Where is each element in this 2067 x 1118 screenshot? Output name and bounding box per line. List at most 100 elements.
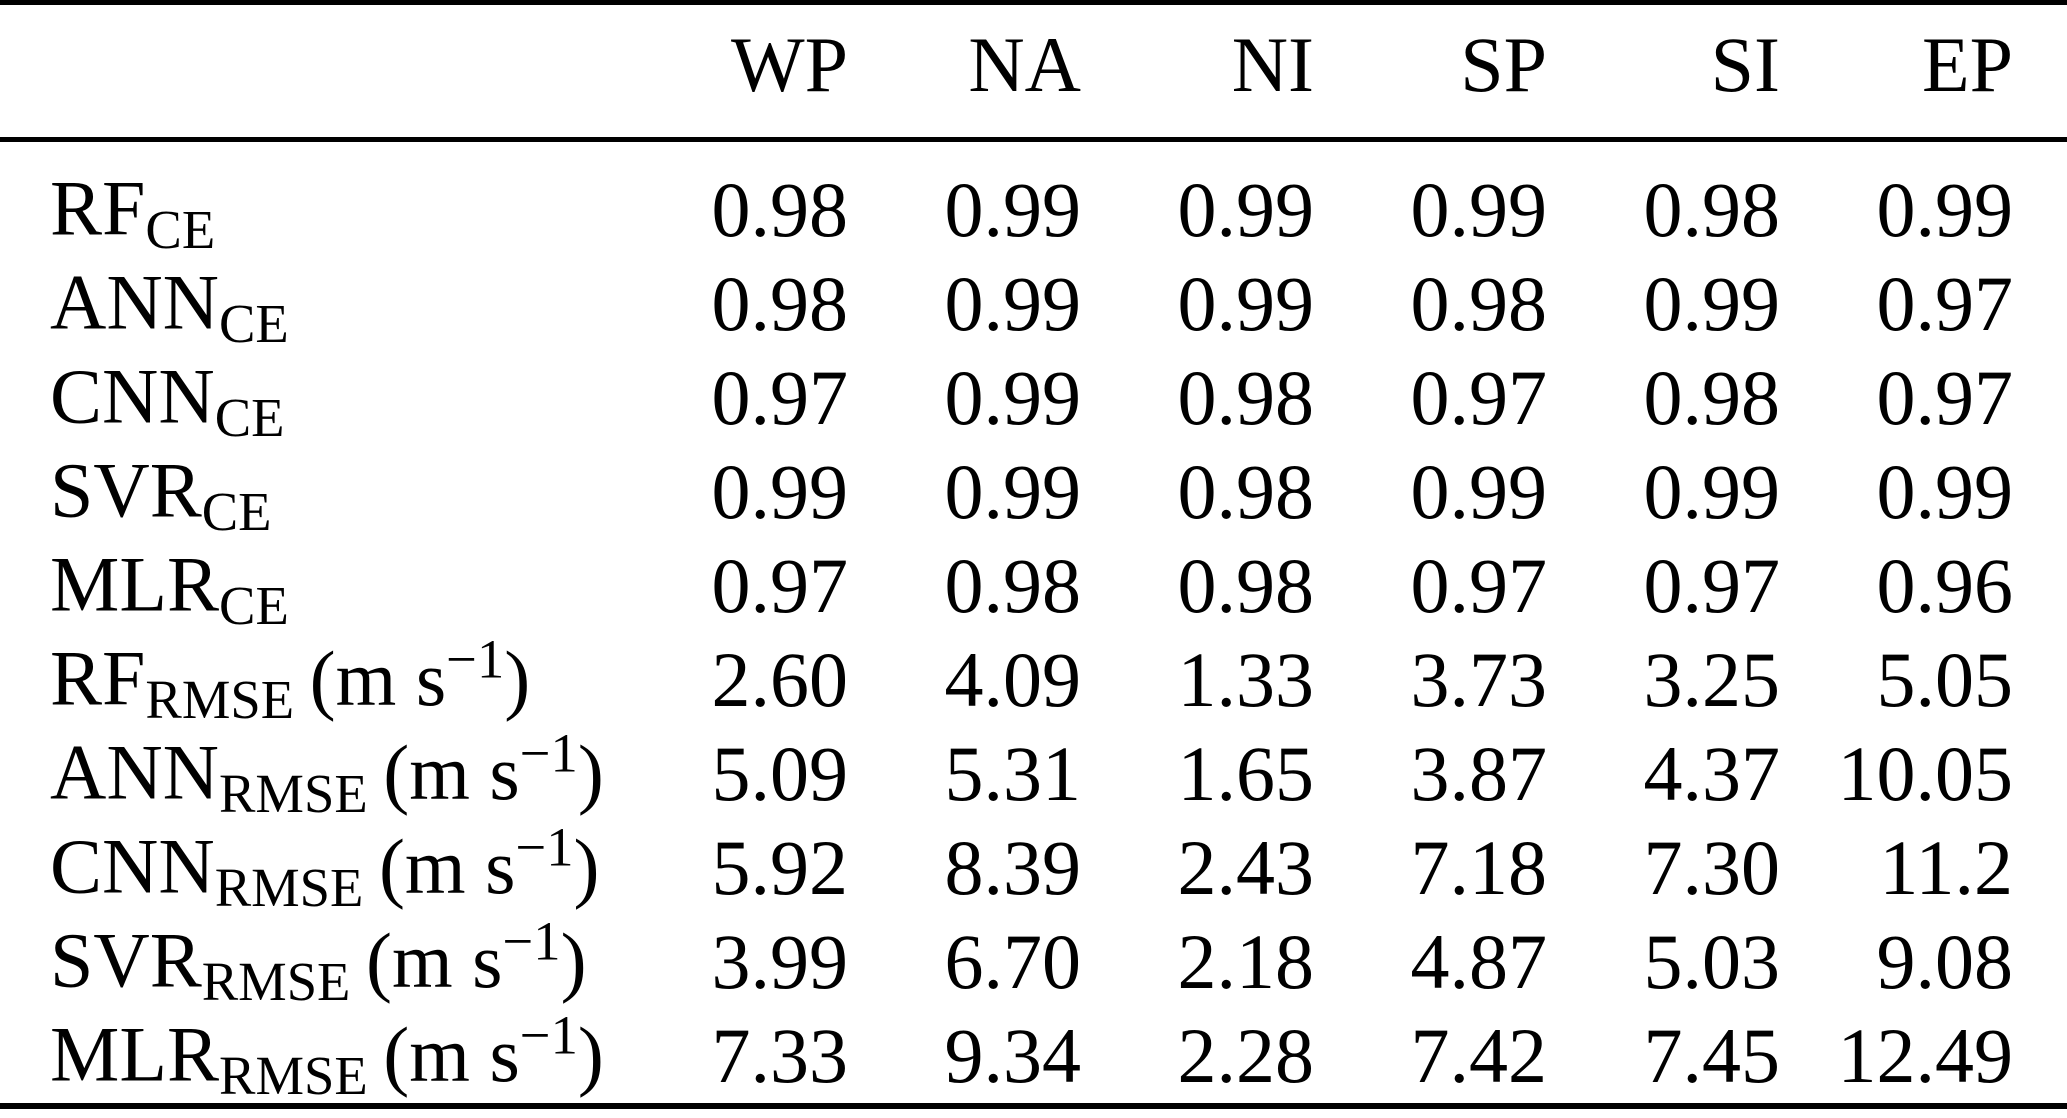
column-header-na: NA [968,21,1081,108]
value-cell: 0.99 [944,260,1082,347]
value-cell: 5.92 [711,824,849,911]
value-cell: 0.99 [944,166,1082,253]
unit-open: (m s [383,1010,520,1098]
value-cell: 0.99 [1410,166,1548,253]
row-label-subscript: RMSE [219,1045,368,1107]
row-label-base: MLR [50,1010,220,1098]
row-label-subscript: CE [214,387,285,449]
row-label-subscript: CE [219,575,289,637]
value-cell: 5.09 [711,730,849,817]
unit-open: (m s [366,916,503,1004]
value-cell: 3.87 [1410,730,1548,817]
value-cell: 0.97 [1876,354,2014,441]
row-label: ANNCE [0,256,615,352]
row-label: RFRMSE (m s−1) [0,631,615,731]
row-label: SVRCE [0,444,615,540]
value-cell: 0.98 [1177,542,1315,629]
unit-close: ) [573,822,600,910]
row-label: MLRCE [0,538,615,634]
row-label-unit: (m s−1) [309,631,531,722]
value-cell: 7.42 [1410,1012,1548,1099]
table-row: CNNCE 0.97 0.99 0.98 0.97 0.98 0.97 [0,351,2067,445]
value-cell: 4.37 [1643,730,1781,817]
value-cell: 5.03 [1643,918,1781,1005]
row-label-base: RF [50,634,146,722]
value-cell: 6.70 [944,918,1082,1005]
value-cell: 9.34 [944,1012,1082,1099]
table-header-row: WP NA NI SP SI EP [0,5,2067,137]
value-cell: 1.33 [1177,636,1315,723]
table-bottom-rule [0,1103,2067,1109]
value-cell: 0.98 [711,166,849,253]
value-cell: 3.73 [1410,636,1548,723]
row-label-base: CNN [50,352,215,440]
value-cell: 0.98 [1643,354,1781,441]
row-label-subscript: RMSE [214,857,364,919]
column-header-wp: WP [731,21,848,108]
value-cell: 0.99 [1876,166,2014,253]
row-label-unit: (m s−1) [379,819,600,910]
value-cell: 0.99 [1643,260,1781,347]
row-label: MLRRMSE (m s−1) [0,1007,615,1107]
value-cell: 0.98 [1410,260,1548,347]
value-cell: 5.05 [1876,636,2014,723]
column-header-ni: NI [1231,21,1314,108]
table-row: RFCE 0.98 0.99 0.99 0.99 0.98 0.99 [0,163,2067,257]
row-label: RFCE [0,162,615,258]
table-row: ANNCE 0.98 0.99 0.99 0.98 0.99 0.97 [0,257,2067,351]
unit-open: (m s [309,634,447,722]
value-cell: 0.97 [1643,542,1781,629]
row-label: SVRRMSE (m s−1) [0,913,615,1013]
value-cell: 0.99 [1410,448,1548,535]
table-top-rule [0,0,2067,5]
unit-open: (m s [383,728,520,816]
value-cell: 12.49 [1837,1012,2014,1099]
table-row: RFRMSE (m s−1) 2.60 4.09 1.33 3.73 3.25 5.05 [0,631,2067,731]
value-cell: 0.96 [1876,542,2014,629]
value-cell: 0.98 [711,260,849,347]
row-label-base: MLR [50,540,220,628]
unit-close: ) [560,916,587,1004]
row-label-subscript: RMSE [201,951,351,1013]
table-row: SVRRMSE (m s−1) 3.99 6.70 2.18 4.87 5.03 9.08 [0,913,2067,1013]
row-label-base: RF [50,164,146,252]
value-cell: 4.87 [1410,918,1548,1005]
value-cell: 9.08 [1876,918,2014,1005]
value-cell: 0.99 [944,354,1082,441]
value-cell: 2.60 [711,636,849,723]
value-cell: 0.98 [1177,448,1315,535]
row-label-unit: (m s−1) [366,913,587,1004]
value-cell: 5.31 [944,730,1082,817]
table-row: MLRRMSE (m s−1) 7.33 9.34 2.28 7.42 7.45 12.49 [0,1007,2067,1107]
row-label-subscript: RMSE [145,669,295,731]
row-label: ANNRMSE (m s−1) [0,725,615,822]
unit-exponent: −1 [519,722,578,784]
row-label-base: ANN [50,258,219,346]
value-cell: 0.98 [944,542,1082,629]
column-header-si: SI [1710,21,1780,108]
value-cell: 3.99 [711,918,849,1005]
value-cell: 7.33 [711,1012,849,1099]
value-cell: 0.98 [1643,166,1781,253]
unit-exponent: −1 [515,816,574,878]
value-cell: 4.09 [944,636,1082,723]
unit-exponent: −1 [519,1004,578,1066]
value-cell: 8.39 [944,824,1082,911]
value-cell: 10.05 [1837,730,2014,817]
row-label-base: ANN [50,728,219,816]
value-cell: 0.97 [711,354,849,441]
row-label-unit: (m s−1) [383,1007,604,1098]
value-cell: 0.98 [1177,354,1315,441]
unit-close: ) [577,728,604,816]
value-cell: 0.97 [1876,260,2014,347]
table-row: ANNRMSE (m s−1) 5.09 5.31 1.65 3.87 4.37 10.05 [0,725,2067,822]
value-cell: 3.25 [1643,636,1781,723]
value-cell: 2.28 [1177,1012,1315,1099]
unit-exponent: −1 [502,910,561,972]
value-cell: 1.65 [1177,730,1315,817]
table-body: RFCE 0.98 0.99 0.99 0.99 0.98 0.99 ANNCE 0.98… [0,142,2067,1103]
value-cell: 0.99 [1177,260,1315,347]
row-label-base: SVR [50,916,202,1004]
table-row: MLRCE 0.97 0.98 0.98 0.97 0.97 0.96 [0,539,2067,633]
